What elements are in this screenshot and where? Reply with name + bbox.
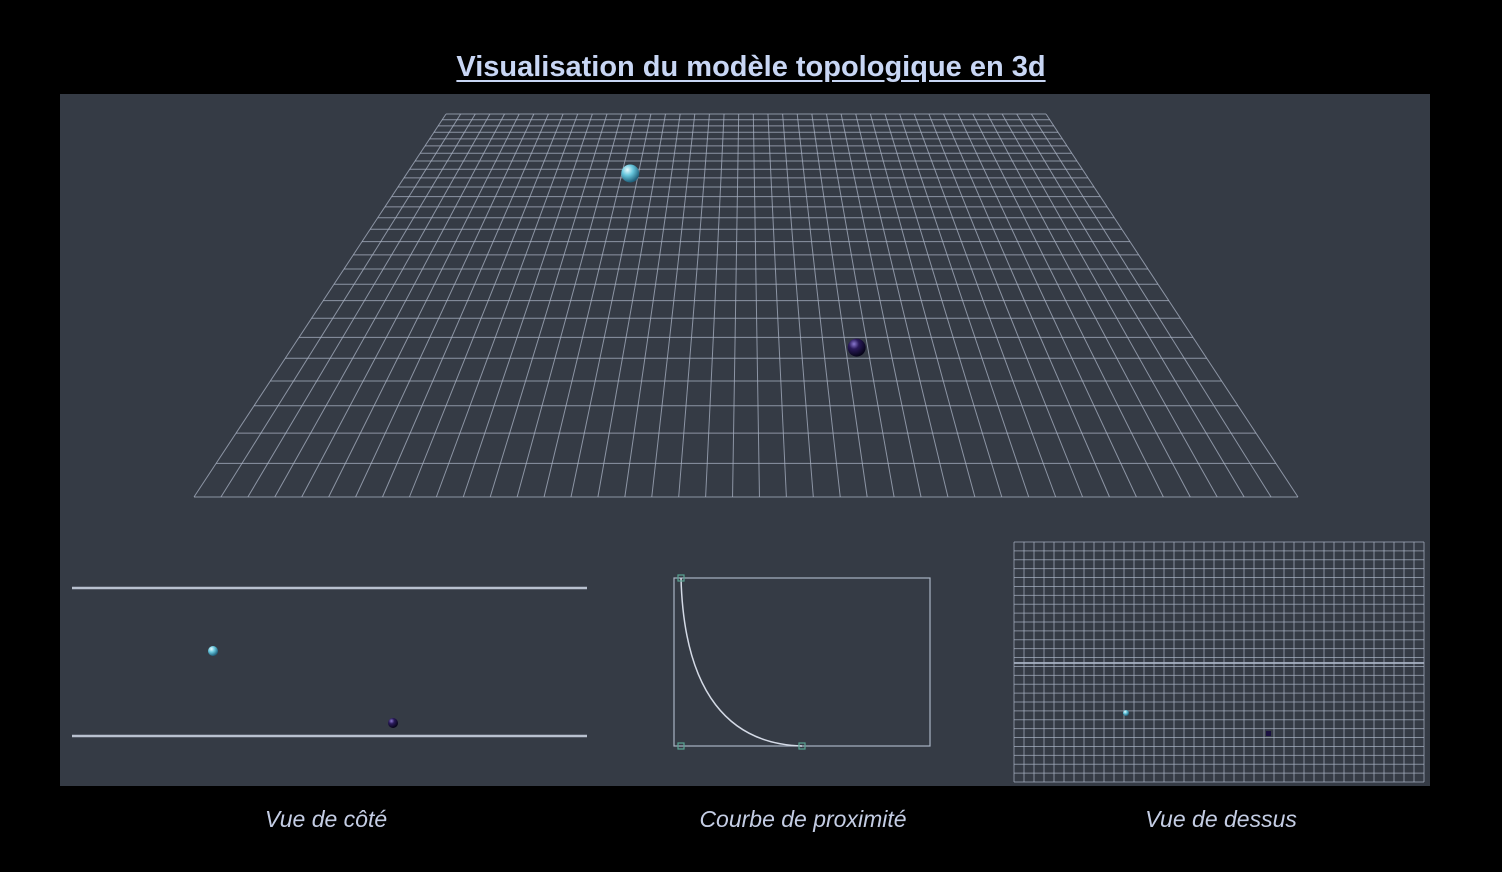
grid-col-line bbox=[869, 113, 976, 498]
curve-handle-start[interactable] bbox=[677, 574, 685, 582]
grid-col-line bbox=[220, 113, 462, 498]
grid-col-line bbox=[274, 113, 491, 498]
grid-col-line bbox=[301, 113, 505, 498]
grid-col-line bbox=[355, 113, 535, 498]
grid-col-line bbox=[247, 113, 476, 498]
grid-col-line bbox=[678, 113, 710, 498]
grid-col-line bbox=[884, 113, 1003, 498]
grid-col-line bbox=[328, 113, 520, 498]
grid-col-line bbox=[957, 113, 1137, 498]
top-view-grid[interactable] bbox=[1013, 541, 1425, 783]
proximity-curve-line bbox=[680, 577, 803, 747]
grid-col-line bbox=[1016, 113, 1245, 498]
proximity-curve-caption: Courbe de proximité bbox=[699, 806, 907, 832]
grid-col-line bbox=[928, 113, 1084, 498]
grid-col-line bbox=[489, 113, 608, 498]
grid-col-line bbox=[382, 113, 549, 498]
grid-col-line bbox=[597, 113, 667, 498]
grid-col-line bbox=[943, 113, 1110, 498]
grid-col-line bbox=[732, 113, 740, 498]
grid-col-line bbox=[811, 113, 868, 498]
grid-col-line bbox=[516, 113, 623, 498]
grid-col-line bbox=[1045, 113, 1299, 498]
light-sphere[interactable] bbox=[621, 164, 640, 183]
top-light-marker[interactable] bbox=[1123, 710, 1129, 716]
side-light-sphere[interactable] bbox=[208, 646, 218, 656]
scene-objects bbox=[621, 164, 866, 357]
grid-col-line bbox=[840, 113, 922, 498]
grid-col-line bbox=[651, 113, 696, 498]
grid-col-line bbox=[408, 113, 564, 498]
grid-col-line bbox=[899, 113, 1030, 498]
grid-col-line bbox=[705, 113, 725, 498]
grid-col-line bbox=[987, 113, 1191, 498]
side-dark-sphere[interactable] bbox=[388, 718, 398, 728]
top-dark-marker[interactable] bbox=[1266, 731, 1271, 736]
grid-col-line bbox=[543, 113, 637, 498]
top-view-objects bbox=[1123, 710, 1271, 736]
proximity-curve-panel[interactable] bbox=[673, 574, 931, 750]
top-view-caption: Vue de dessus bbox=[1145, 806, 1297, 832]
grid-col-line bbox=[782, 113, 814, 498]
curve-handle-origin[interactable] bbox=[677, 742, 685, 750]
side-view-caption: Vue de côté bbox=[264, 806, 388, 832]
grid-col-line bbox=[972, 113, 1164, 498]
grid-col-line bbox=[624, 113, 681, 498]
curve-handle-end[interactable] bbox=[798, 742, 806, 750]
grid-col-line bbox=[855, 113, 949, 498]
grid-col-line bbox=[1030, 113, 1272, 498]
grid-col-line bbox=[435, 113, 579, 498]
proximity-curve-frame bbox=[673, 577, 931, 747]
scene-canvas[interactable] bbox=[60, 94, 1430, 786]
grid-col-line bbox=[767, 113, 787, 498]
grid-col-line bbox=[462, 113, 593, 498]
grid-col-line bbox=[193, 113, 447, 498]
grid-col-line bbox=[1001, 113, 1218, 498]
dark-sphere[interactable] bbox=[847, 338, 866, 357]
grid-col-line bbox=[752, 113, 760, 498]
grid-col-line bbox=[825, 113, 895, 498]
3d-viewport[interactable] bbox=[60, 94, 1430, 786]
grid-col-line bbox=[913, 113, 1057, 498]
page-title: Visualisation du modèle topologique en 3… bbox=[456, 51, 1046, 83]
side-view-panel[interactable] bbox=[72, 586, 587, 738]
grid-col-line bbox=[796, 113, 841, 498]
perspective-grid bbox=[193, 113, 1299, 498]
